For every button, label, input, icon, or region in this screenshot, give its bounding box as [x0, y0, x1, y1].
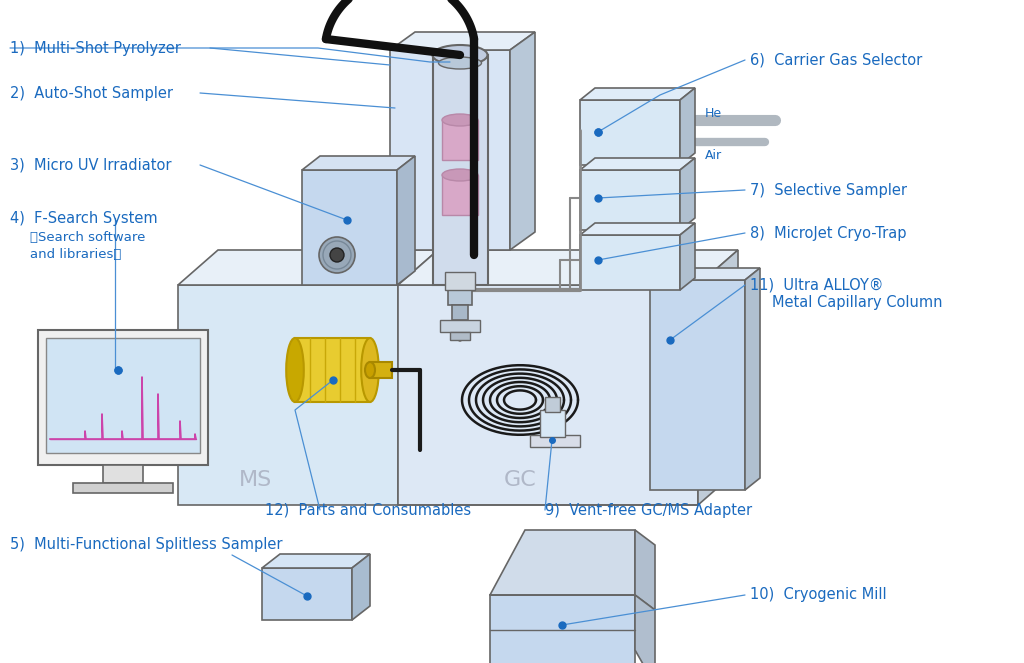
Bar [433, 55, 488, 285]
Polygon shape [530, 435, 580, 447]
Polygon shape [302, 156, 415, 170]
Ellipse shape [432, 45, 487, 65]
Bar [450, 332, 470, 340]
Text: 10)  Cryogenic Mill: 10) Cryogenic Mill [750, 587, 887, 603]
Polygon shape [490, 530, 635, 595]
Text: 9)  Vent-free GC/MS Adapter: 9) Vent-free GC/MS Adapter [545, 503, 752, 518]
Polygon shape [580, 88, 695, 100]
Text: MS: MS [239, 470, 271, 490]
Bar [73, 483, 173, 493]
Text: （Search software: （Search software [30, 231, 145, 243]
Text: and libraries）: and libraries） [30, 247, 122, 261]
Bar [262, 568, 352, 620]
Ellipse shape [442, 114, 478, 126]
Bar [302, 170, 397, 285]
Bar [390, 50, 510, 250]
Bar [178, 285, 398, 505]
Polygon shape [680, 88, 695, 165]
Bar [580, 100, 680, 165]
Ellipse shape [438, 57, 481, 69]
Circle shape [319, 237, 355, 273]
Polygon shape [745, 268, 760, 490]
Polygon shape [680, 223, 695, 290]
Bar [580, 170, 680, 230]
Text: GC: GC [504, 470, 537, 490]
Polygon shape [178, 250, 438, 285]
Bar [650, 280, 745, 490]
Bar [442, 175, 478, 215]
Ellipse shape [365, 362, 375, 378]
Polygon shape [698, 250, 738, 505]
Bar [445, 272, 475, 290]
Polygon shape [635, 595, 655, 663]
Bar [103, 465, 143, 483]
Text: He: He [705, 107, 722, 119]
Bar [38, 330, 208, 465]
Ellipse shape [286, 338, 304, 402]
Bar [452, 305, 468, 320]
Polygon shape [398, 250, 738, 285]
Polygon shape [262, 554, 370, 568]
Circle shape [330, 248, 344, 262]
Bar [398, 285, 698, 505]
Text: 3)  Micro UV Irradiator: 3) Micro UV Irradiator [10, 158, 171, 172]
Bar [449, 285, 472, 305]
Text: 8)  MicroJet Cryo-Trap: 8) MicroJet Cryo-Trap [750, 225, 906, 241]
Polygon shape [650, 268, 760, 280]
Text: 2)  Auto-Shot Sampler: 2) Auto-Shot Sampler [10, 86, 173, 101]
Polygon shape [580, 223, 695, 235]
Text: 5)  Multi-Functional Splitless Sampler: 5) Multi-Functional Splitless Sampler [10, 538, 283, 552]
Text: Metal Capillary Column: Metal Capillary Column [772, 294, 942, 310]
Polygon shape [390, 32, 535, 50]
Ellipse shape [442, 169, 478, 181]
Ellipse shape [361, 338, 379, 402]
Bar [580, 235, 680, 290]
Polygon shape [397, 156, 415, 285]
Polygon shape [680, 158, 695, 230]
Polygon shape [635, 530, 655, 610]
Text: 6)  Carrier Gas Selector: 6) Carrier Gas Selector [750, 52, 923, 68]
Text: 1)  Multi-Shot Pyrolyzer: 1) Multi-Shot Pyrolyzer [10, 40, 181, 56]
Bar [440, 320, 480, 332]
Polygon shape [580, 158, 695, 170]
Text: 7)  Selective Sampler: 7) Selective Sampler [750, 182, 907, 198]
Bar [295, 338, 370, 402]
Bar [442, 120, 478, 160]
Text: 11)  Ultra ALLOY®: 11) Ultra ALLOY® [750, 278, 884, 292]
Bar [490, 595, 635, 663]
Text: 12)  Parts and Consumables: 12) Parts and Consumables [265, 503, 471, 518]
Text: Air: Air [705, 149, 722, 162]
Polygon shape [510, 32, 535, 250]
Text: 4)  F-Search System: 4) F-Search System [10, 210, 158, 225]
Bar [46, 338, 200, 453]
Bar [370, 362, 392, 378]
Bar [545, 397, 560, 412]
Polygon shape [352, 554, 370, 620]
Bar [540, 410, 565, 437]
